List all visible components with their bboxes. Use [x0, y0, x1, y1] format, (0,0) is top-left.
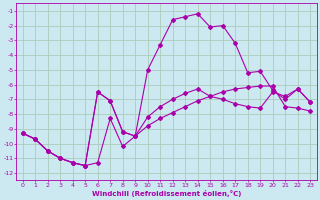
X-axis label: Windchill (Refroidissement éolien,°C): Windchill (Refroidissement éolien,°C): [92, 190, 241, 197]
